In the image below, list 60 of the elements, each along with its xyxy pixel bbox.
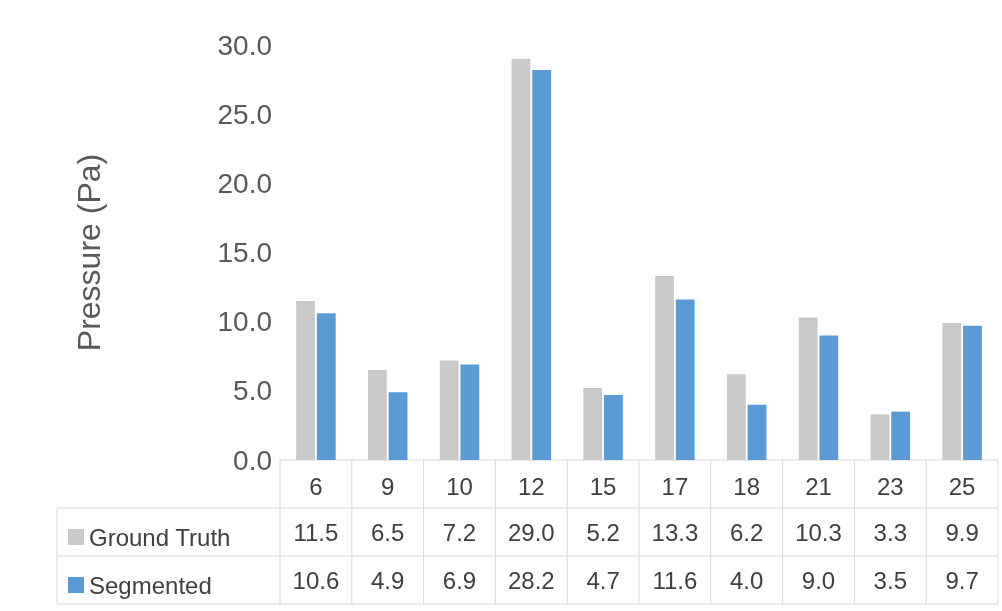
data-label: 5.2 — [586, 518, 620, 546]
data-label: 6.5 — [371, 518, 405, 546]
bar — [942, 323, 962, 460]
x-tick-label: 21 — [805, 472, 832, 500]
data-label: 13.3 — [651, 518, 699, 546]
bar — [460, 364, 480, 460]
data-label: 4.9 — [371, 566, 405, 594]
y-tick-label: 25.0 — [217, 98, 272, 130]
bar — [655, 276, 674, 460]
bar — [583, 388, 603, 460]
bar — [675, 299, 695, 460]
data-label: 6.9 — [442, 566, 477, 594]
data-label: 3.3 — [873, 518, 907, 546]
legend-label: Segmented — [89, 571, 212, 599]
data-label: 6.2 — [730, 518, 764, 546]
legend-label: Ground Truth — [89, 523, 231, 551]
data-label: 29.0 — [507, 518, 555, 546]
x-tick-label: 25 — [948, 472, 976, 500]
x-tick-label: 17 — [661, 472, 689, 500]
bar — [891, 411, 911, 460]
bar — [511, 58, 531, 460]
y-tick-label: 15.0 — [217, 237, 272, 268]
data-label: 9.7 — [945, 566, 979, 594]
data-label: 11.6 — [652, 566, 698, 594]
data-label: 11.5 — [293, 518, 339, 546]
x-tick-label: 12 — [517, 472, 545, 500]
y-tick-label: 5.0 — [233, 375, 272, 407]
data-label: 9.0 — [801, 566, 836, 594]
y-tick-label: 30.0 — [217, 29, 272, 61]
data-label: 10.6 — [292, 566, 340, 594]
bar — [316, 313, 336, 460]
x-tick-label: 18 — [733, 472, 761, 500]
x-tick-label: 10 — [446, 472, 473, 500]
y-tick-label: 20.0 — [217, 167, 272, 199]
data-label: 7.2 — [442, 518, 477, 546]
x-tick-label: 9 — [381, 472, 395, 500]
data-label: 3.5 — [873, 566, 907, 594]
bar — [604, 394, 623, 460]
bar — [798, 317, 818, 460]
data-label: 4.0 — [730, 566, 764, 594]
bar — [747, 404, 767, 460]
bar — [963, 325, 982, 460]
y-tick-label: 0.0 — [233, 444, 272, 476]
bar — [726, 374, 746, 460]
bar — [388, 392, 408, 460]
bar — [439, 360, 459, 460]
data-label: 10.3 — [795, 518, 842, 546]
x-tick-label: 15 — [589, 472, 617, 500]
x-tick-label: 23 — [876, 472, 904, 500]
bar — [367, 370, 387, 460]
data-label: 28.2 — [507, 566, 555, 594]
bar — [532, 69, 552, 460]
data-label: 4.7 — [586, 566, 620, 594]
x-tick-label: 6 — [309, 472, 323, 500]
y-tick-label: 10.0 — [217, 306, 272, 338]
data-label: 9.9 — [945, 518, 979, 546]
bar — [819, 335, 839, 460]
bar — [296, 300, 315, 460]
bar — [870, 414, 890, 460]
y-axis-title: Pressure (Pa) — [71, 153, 107, 352]
